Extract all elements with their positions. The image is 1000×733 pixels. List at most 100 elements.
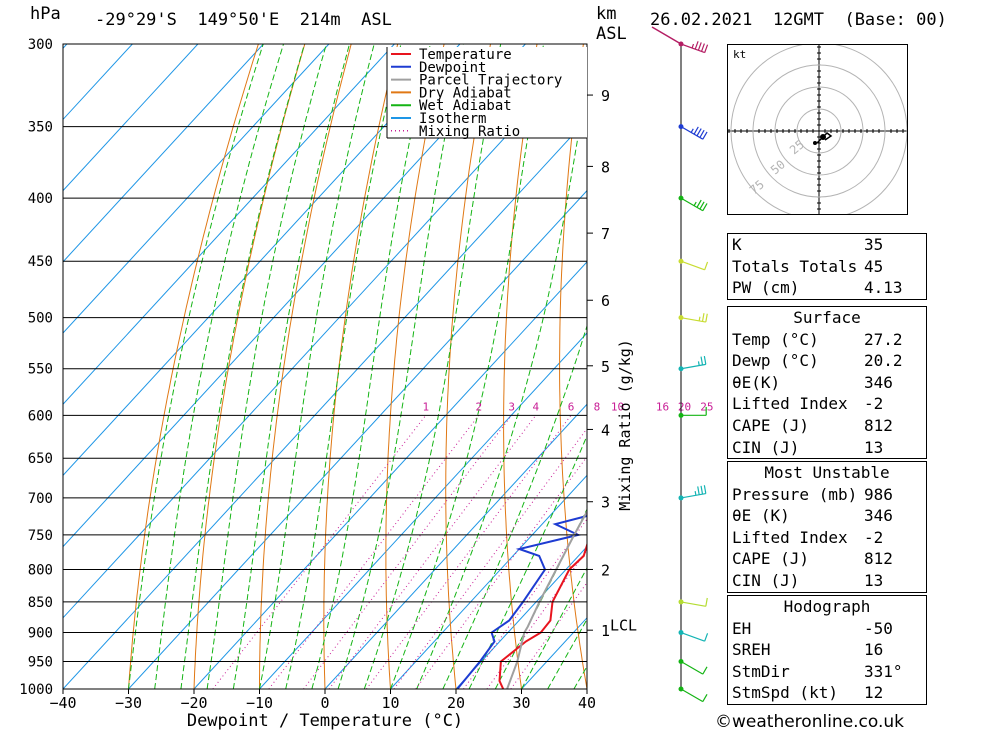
hodo-ring-label: 50 bbox=[768, 157, 788, 177]
row-value: 20.2 bbox=[864, 351, 903, 371]
table-row: SREH 16 bbox=[728, 639, 926, 661]
isotherm-line bbox=[63, 44, 526, 548]
wind-barb-shaft bbox=[680, 43, 705, 54]
wind-barb-flag bbox=[702, 694, 708, 702]
pressure-tick-label: 900 bbox=[28, 626, 53, 642]
row-value: -2 bbox=[864, 527, 884, 547]
dry-adiabat-line bbox=[193, 44, 306, 689]
wind-barb-shaft bbox=[680, 363, 706, 370]
table-row: EH -50 bbox=[728, 618, 926, 640]
km-tick-label: 1 bbox=[601, 622, 610, 640]
wet-adiabat-line bbox=[206, 44, 327, 689]
legend-bg bbox=[387, 47, 587, 138]
row-value: 986 bbox=[864, 484, 893, 504]
isotherm-line bbox=[63, 44, 264, 263]
isotherm-line bbox=[63, 44, 133, 121]
indices-table: K 35 Totals Totals 45 PW (cm) 4.13 bbox=[727, 233, 927, 300]
row-key: CIN (J) bbox=[732, 437, 800, 457]
hodo-point bbox=[813, 141, 817, 145]
mixing-ratio-line bbox=[268, 414, 480, 689]
wind-barb-flag bbox=[697, 486, 700, 495]
wind-barb-flag bbox=[702, 203, 708, 212]
hodo-ring bbox=[752, 64, 886, 198]
wind-barb-half bbox=[697, 361, 700, 366]
row-key: PW (cm) bbox=[732, 278, 800, 298]
isotherm-line bbox=[193, 261, 587, 689]
mixing-ratio-label: 16 bbox=[656, 400, 669, 413]
mixing-ratio-line bbox=[415, 455, 587, 689]
legend-label: Parcel Trajectory bbox=[419, 73, 562, 89]
row-key: StmSpd (kt) bbox=[732, 683, 838, 703]
row-key: Lifted Index bbox=[732, 527, 848, 547]
row-value: 331° bbox=[864, 661, 903, 681]
most-unstable-title: Most Unstable bbox=[764, 463, 890, 482]
isotherm-line bbox=[259, 332, 587, 689]
table-row: PW (cm) 4.13 bbox=[728, 277, 926, 299]
table-row: Totals Totals 45 bbox=[728, 256, 926, 278]
table-row: Lifted Index -2 bbox=[728, 527, 926, 549]
pressure-tick-label: 650 bbox=[28, 451, 53, 467]
wind-barb-flag bbox=[703, 485, 707, 494]
table-row: Lifted Index -2 bbox=[728, 393, 926, 415]
isotherm-line bbox=[128, 189, 587, 689]
km-tick-label: 2 bbox=[601, 561, 610, 579]
wind-barb-shaft bbox=[680, 197, 704, 212]
pressure-tick-label: 600 bbox=[28, 408, 53, 424]
isotherm-line bbox=[63, 44, 461, 477]
table-row: CAPE (J) 812 bbox=[728, 548, 926, 570]
x-tick-label: −40 bbox=[49, 694, 76, 712]
row-key: θE (K) bbox=[732, 506, 790, 526]
wet-adiabat-line bbox=[285, 44, 402, 689]
wind-barb-shaft bbox=[680, 126, 704, 140]
x-tick-label: 30 bbox=[512, 694, 530, 712]
pressure-tick-label: 800 bbox=[28, 562, 53, 578]
wind-barb-flag bbox=[696, 199, 702, 208]
isotherm-line bbox=[63, 47, 587, 619]
table-row: CIN (J) 13 bbox=[728, 570, 926, 592]
wind-barb-flag bbox=[700, 485, 704, 495]
km-tick-label: 8 bbox=[601, 158, 610, 176]
wet-adiabat-line bbox=[521, 566, 587, 689]
x-axis-label: Dewpoint / Temperature (°C) bbox=[187, 711, 463, 731]
wind-barb-half bbox=[691, 43, 695, 49]
dry-adiabat-line bbox=[445, 44, 491, 689]
hodograph-title: Hodograph bbox=[783, 597, 871, 616]
hodograph: kt 25 50 75 bbox=[727, 40, 910, 222]
row-key: Dewp (°C) bbox=[732, 351, 819, 371]
wind-barb-shaft bbox=[680, 688, 704, 703]
pressure-tick-label: 300 bbox=[28, 37, 53, 53]
row-key: CAPE (J) bbox=[732, 549, 810, 569]
wind-barb-shaft bbox=[680, 661, 704, 675]
km-tick-label: 6 bbox=[601, 292, 610, 310]
wind-barb-shaft bbox=[680, 631, 705, 642]
wind-barb-half bbox=[693, 201, 697, 206]
mixing-ratio-line bbox=[365, 415, 572, 689]
table-row: K 35 bbox=[728, 234, 926, 256]
wind-barb-flag bbox=[700, 43, 705, 52]
hodo-ring-label: 75 bbox=[747, 177, 767, 197]
wind-barb-flag bbox=[696, 128, 702, 137]
x-tick-label: −30 bbox=[115, 694, 142, 712]
row-key: K bbox=[732, 235, 742, 254]
dry-adiabat-line bbox=[385, 44, 445, 689]
wet-adiabat-line bbox=[363, 44, 502, 689]
row-value: -50 bbox=[864, 618, 893, 638]
table-row: StmDir 331° bbox=[728, 661, 926, 683]
mixing-ratio-label: 20 bbox=[678, 400, 691, 413]
series-parcel-trajectory bbox=[506, 509, 587, 689]
wind-barb-flag bbox=[702, 131, 708, 140]
km-tick-label: 5 bbox=[601, 358, 610, 376]
wind-barb-shaft bbox=[680, 317, 706, 323]
table-row: CIN (J) 13 bbox=[728, 437, 926, 459]
mixing-ratio-label: 10 bbox=[611, 400, 624, 413]
series-dewpoint bbox=[456, 514, 587, 689]
x-tick-label: −10 bbox=[246, 694, 273, 712]
isotherm-line bbox=[63, 44, 199, 192]
wind-barb-flag bbox=[693, 126, 699, 135]
hodo-ring-label: 25 bbox=[787, 137, 807, 157]
table-row: θE (K) 346 bbox=[728, 505, 926, 527]
mixing-ratio-line bbox=[510, 581, 587, 689]
hodograph-table: Hodograph EH -50 SREH 16 StmDir 331° StmSpd (kt… bbox=[727, 595, 927, 705]
